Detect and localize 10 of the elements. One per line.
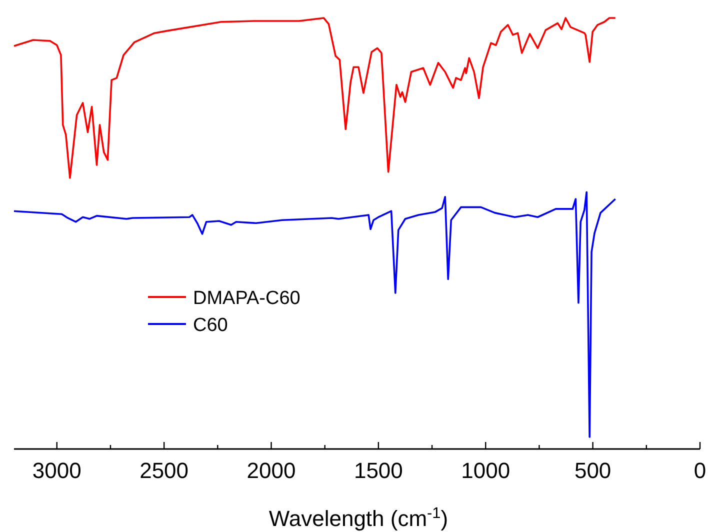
x-tick-label: 1500 (354, 458, 403, 483)
x-axis-title: Wavelength (cm$^{-1}$) (268, 504, 448, 531)
x-tick-label: 2500 (140, 458, 189, 483)
x-tick-label: 0 (694, 458, 706, 483)
x-tick-label: 2000 (246, 458, 296, 483)
x-tick-label: 1000 (461, 458, 510, 483)
x-tick-label: 3000 (32, 458, 82, 483)
x-tick-label: 500 (574, 458, 612, 483)
legend-label: DMAPA-C60 (193, 288, 300, 309)
legend-label: C60 (193, 315, 228, 336)
